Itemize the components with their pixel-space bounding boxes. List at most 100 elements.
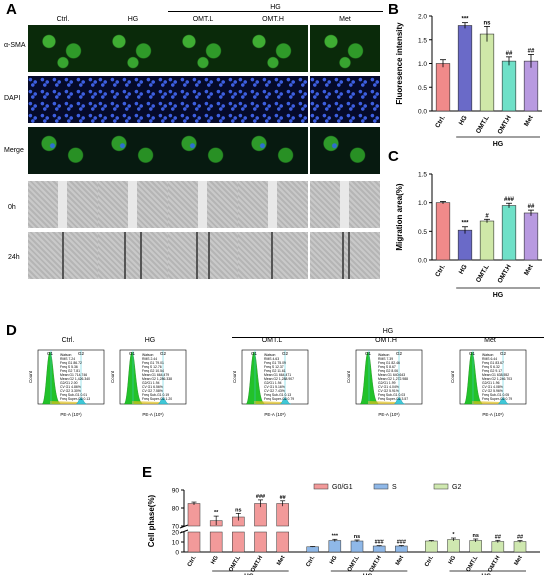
y-axis-label: Count — [110, 370, 115, 383]
significance-label: ## — [280, 495, 286, 501]
significance-label: ** — [214, 510, 219, 516]
chart-b: 0.0 0.5 1.0 1.5 2.0 Ctrl. *** HG ns OMT.L ## OMT.H #… — [395, 14, 542, 148]
y-axis-label: Count — [28, 370, 33, 383]
g2-gate-label: G2 — [282, 351, 289, 356]
x-tick-label: Ctrl. — [434, 114, 447, 129]
group-label: HG — [481, 573, 491, 575]
significance-label: ### — [375, 540, 384, 546]
image-asma-hg — [98, 25, 168, 72]
facs-title: OMT.L — [261, 337, 283, 344]
y-axis-label: Fluoresence intensity — [395, 22, 404, 105]
image-24h-omth — [238, 232, 308, 279]
facs-title: OMT.H — [375, 337, 397, 344]
group-label: HG — [493, 292, 504, 299]
x-tick-label: Ctrl. — [305, 555, 316, 568]
bar-lower-OMT.L — [232, 531, 245, 553]
legend-swatch — [433, 483, 449, 490]
stat-g2: Freq G2 11.61 — [264, 369, 286, 373]
y-tick-label: 2.0 — [418, 14, 427, 21]
legend-label: G0/G1 — [332, 484, 353, 491]
bar-S-OMT.L — [350, 540, 364, 553]
g1-gate-label: G1 — [251, 351, 258, 356]
bar-OMT.L — [479, 33, 495, 112]
significance-label: ## — [506, 51, 513, 57]
significance-label: *** — [461, 221, 469, 227]
bar-G0/G1-Met — [276, 503, 289, 527]
x-tick-label: OMT.L — [466, 555, 480, 573]
x-tick-label: HG — [329, 555, 339, 566]
image-dapi-ctrl — [28, 76, 98, 123]
bar-S-HG — [328, 540, 342, 553]
stat-mean_g1: Mean G1 664.471 — [264, 373, 291, 377]
significance-label: ## — [495, 534, 501, 540]
facs-panel-2: OMT.L G1 G2 PE-A (10⁵) Count Watson RMS 4.63 Fr… — [232, 337, 312, 419]
stat-mean_g1: Mean G1 664.479 — [142, 373, 169, 377]
panel-a-row-0h: 0h — [8, 204, 16, 211]
significance-label: ns — [472, 533, 478, 539]
image-24h-met — [310, 232, 380, 279]
bar-G2-Ctrl. — [425, 540, 438, 553]
significance-label: *** — [332, 533, 339, 539]
y-axis-label: Count — [450, 370, 455, 383]
facs-title: Ctrl. — [61, 337, 75, 344]
image-asma-omtl — [168, 25, 238, 72]
stat-g2: Freq G2 10.54 — [142, 369, 164, 373]
y-tick-label: 70 — [172, 524, 180, 531]
bar-lower-Met — [276, 531, 289, 553]
x-tick-label: OMT.H — [497, 263, 513, 284]
x-tick-label: Ctrl. — [424, 555, 435, 568]
panel-a-col-omtl: OMT.L — [192, 16, 214, 23]
y-tick-label: 1.5 — [418, 37, 427, 44]
stat-g2g1: G2/G1 1.94 — [264, 381, 282, 385]
y-tick-label: 80 — [172, 506, 180, 513]
s-phase-area — [368, 401, 396, 404]
stat-s: Freq S 12.37 — [264, 365, 284, 369]
bar-lower-OMT.H — [254, 531, 267, 553]
image-asma-ctrl — [28, 25, 98, 72]
y-tick-label: 0.5 — [418, 229, 427, 236]
significance-label: ### — [397, 540, 406, 546]
panel-a-col-ctrl: Ctrl. — [56, 16, 70, 23]
stat-sub: Freq Sub-G1 0.03 — [378, 393, 405, 397]
y-tick-label: 1.0 — [418, 200, 427, 207]
stat-g1: Freq G1 83.67 — [482, 361, 504, 365]
stat-watson: Watson — [142, 353, 153, 357]
stat-cvg1: CV G1 4.04% — [378, 385, 399, 389]
facs-panel-3: OMT.H G1 G2 PE-A (10⁵) Count Watson RMS 7.39 Fr… — [346, 337, 426, 419]
stat-cvg1: CV G1 4.86% — [60, 385, 81, 389]
image-24h-ctrl — [28, 232, 98, 279]
group-label: HG — [363, 573, 373, 575]
stat-g2: Freq G2 9.17 — [482, 369, 502, 373]
y-tick-label: 90 — [172, 488, 180, 495]
panel-label-d: D — [6, 322, 17, 339]
x-tick-label: Met — [276, 555, 286, 567]
x-tick-label: OMT.L — [475, 114, 491, 134]
stat-mean_g2: Mean G2 1,286.338 — [142, 377, 172, 381]
stat-sub: Freq Sub-G1 0.13 — [264, 393, 291, 397]
panel-label-c: C — [388, 148, 399, 165]
stat-g1: Freq G1 75.09 — [264, 361, 286, 365]
significance-label: ns — [483, 20, 491, 26]
bar-Met — [523, 212, 539, 261]
x-tick-label: HG — [458, 264, 469, 276]
x-tick-label: Met — [514, 555, 524, 567]
stat-g2g1: G2/G1 1.94 — [142, 381, 160, 385]
x-tick-label: Ctrl. — [434, 263, 447, 278]
stat-mean_g1: Mean G1 640.643 — [378, 373, 405, 377]
stat-g1: Freq G1 79.01 — [142, 361, 164, 365]
legend-label: G2 — [452, 484, 461, 491]
x-tick-label: HG — [458, 115, 469, 127]
y-tick-label: 20 — [172, 530, 180, 537]
stat-cvg2: CV G2 5.96% — [482, 389, 503, 393]
image-dapi-met — [310, 76, 380, 123]
y-axis-label: Count — [346, 370, 351, 383]
stat-cvg2: CV G2 5.91% — [378, 389, 399, 393]
panel-label-a: A — [6, 1, 17, 18]
stat-rms: RMS 6.44 — [482, 357, 497, 361]
x-tick-label: Met — [523, 263, 535, 277]
significance-label: ## — [528, 204, 535, 210]
